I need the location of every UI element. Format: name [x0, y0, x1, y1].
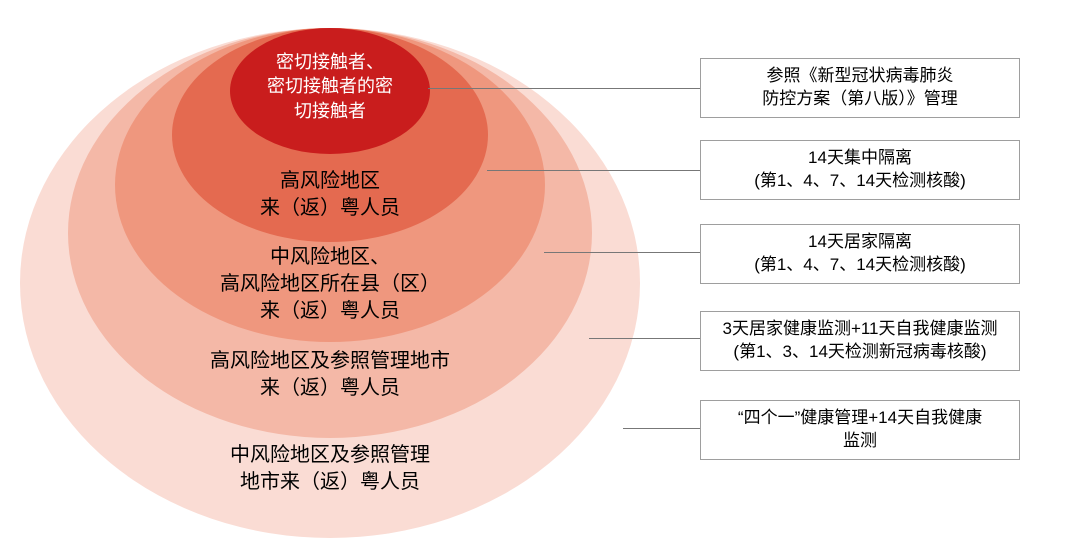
ellipse-label-ring5: 中风险地区及参照管理 地市来（返）粤人员: [120, 442, 540, 496]
ellipse-label-ring2: 高风险地区 来（返）粤人员: [120, 168, 540, 222]
ellipse-label-ring3: 中风险地区、 高风险地区所在县（区） 来（返）粤人员: [120, 244, 540, 325]
callout-box-ring4: 3天居家健康监测+11天自我健康监测 (第1、3、14天检测新冠病毒核酸): [700, 311, 1020, 371]
diagram-stage: 中风险地区及参照管理 地市来（返）粤人员 “四个一”健康管理+14天自我健康 监测…: [0, 0, 1066, 549]
connector-ring3: [544, 252, 700, 253]
connector-ring5: [623, 428, 700, 429]
callout-box-ring3: 14天居家隔离 (第1、4、7、14天检测核酸): [700, 224, 1020, 284]
ellipse-label-ring1: 密切接触者、 密切接触者的密 切接触者: [120, 50, 540, 123]
callout-box-ring5: “四个一”健康管理+14天自我健康 监测: [700, 400, 1020, 460]
connector-ring4: [589, 338, 700, 339]
ellipse-label-ring4: 高风险地区及参照管理地市 来（返）粤人员: [120, 348, 540, 402]
callout-box-ring1: 参照《新型冠状病毒肺炎 防控方案（第八版）》管理: [700, 58, 1020, 118]
callout-box-ring2: 14天集中隔离 (第1、4、7、14天检测核酸): [700, 140, 1020, 200]
